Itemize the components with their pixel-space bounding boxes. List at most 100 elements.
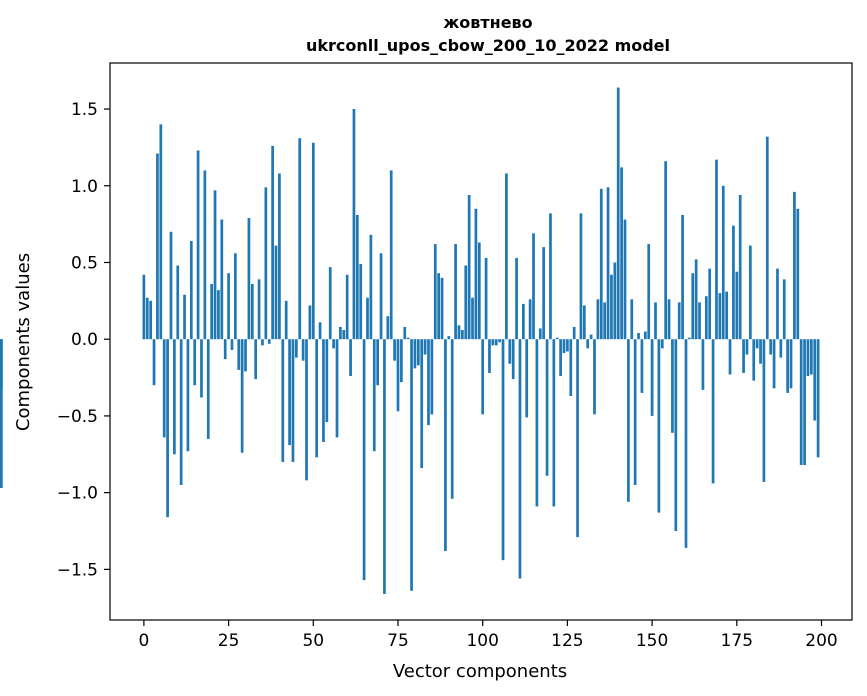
bar: [809, 339, 813, 375]
bar: [318, 322, 322, 340]
bar: [793, 191, 796, 340]
bar: [298, 138, 302, 340]
bar: [637, 333, 640, 340]
bar: [440, 277, 444, 340]
bar: [349, 339, 352, 377]
bar: [718, 293, 722, 340]
bar: [708, 268, 712, 340]
bar: [145, 297, 149, 340]
bar: [728, 339, 732, 375]
bar: [203, 170, 207, 340]
bar: [586, 339, 590, 349]
bar: [518, 339, 522, 579]
bar: [721, 185, 725, 340]
bar: [335, 339, 339, 438]
x-tick-label: 175: [721, 631, 753, 651]
bar: [782, 279, 786, 340]
x-axis-label: Vector components: [393, 661, 567, 682]
x-axis-ticks: 0 25 50 75 100 125 150 175 200: [138, 620, 838, 651]
bar: [677, 302, 681, 340]
bar: [261, 339, 264, 346]
bar: [433, 244, 437, 340]
bar: [406, 337, 410, 340]
bar: [278, 173, 281, 340]
bar: [691, 273, 695, 340]
bar: [237, 339, 241, 370]
bar: [301, 339, 305, 361]
bar: [684, 339, 688, 548]
bar: [772, 339, 776, 389]
bar: [738, 194, 742, 340]
bar: [444, 339, 447, 551]
bar: [169, 231, 173, 340]
y-axis-label: Components values: [13, 253, 34, 431]
bar: [389, 170, 393, 340]
bar: [623, 219, 627, 340]
bar: [288, 339, 291, 446]
bar: [267, 339, 271, 344]
bar: [244, 339, 247, 372]
bar: [339, 326, 342, 340]
y-tick-label: 0.5: [71, 253, 98, 273]
bar: [152, 339, 156, 386]
bar: [240, 339, 244, 453]
bar: [183, 294, 186, 340]
bar: [647, 244, 651, 340]
bar: [162, 339, 166, 438]
x-tick-label: 25: [218, 631, 240, 651]
bar: [501, 339, 505, 561]
bar: [457, 325, 461, 340]
bar: [386, 316, 390, 340]
y-tick-label: 1.0: [71, 177, 98, 197]
bar: [813, 339, 817, 421]
bar: [305, 339, 308, 481]
bar: [454, 244, 457, 340]
bar: [816, 339, 820, 458]
bar: [786, 339, 789, 393]
y-tick-label: −0.5: [57, 407, 98, 427]
bar: [230, 339, 234, 350]
bar: [505, 173, 508, 340]
bar: [701, 339, 705, 390]
bar: [379, 253, 383, 340]
bar: [498, 339, 501, 343]
bar: [281, 339, 285, 462]
bar: [325, 339, 329, 423]
bar: [552, 339, 556, 507]
bar: [359, 264, 363, 340]
y-axis-ticks: −1.5 −1.0 −0.5 0.0 0.5 1.0 1.5: [57, 100, 110, 580]
bar: [582, 305, 586, 340]
bar: [759, 339, 762, 364]
bar: [606, 187, 610, 340]
bar: [159, 124, 163, 340]
chart-subtitle: ukrconll_upos_cbow_200_10_2022 model: [306, 36, 670, 55]
bar: [416, 339, 420, 366]
bar: [213, 190, 217, 340]
bar: [633, 339, 637, 485]
bar: [694, 259, 698, 340]
bar: [657, 339, 661, 513]
bar: [227, 273, 230, 340]
bar: [345, 274, 349, 340]
bar: [447, 336, 451, 340]
x-tick-label: 75: [387, 631, 409, 651]
bar: [762, 339, 766, 482]
bar: [461, 329, 464, 340]
bar: [142, 274, 146, 340]
bar: [555, 337, 559, 340]
plot-area-frame: [109, 62, 853, 621]
bar: [311, 142, 315, 340]
bar: [206, 339, 210, 439]
bar: [342, 329, 346, 340]
bar: [247, 217, 251, 340]
bar: [322, 339, 325, 443]
bar: [413, 339, 417, 369]
bar: [189, 240, 193, 340]
bar: [393, 339, 396, 361]
bar: [528, 299, 532, 340]
bars-group: [0, 87, 820, 594]
x-tick-label: 50: [302, 631, 324, 651]
bar: [559, 339, 562, 377]
x-tick-label: 200: [805, 631, 837, 651]
